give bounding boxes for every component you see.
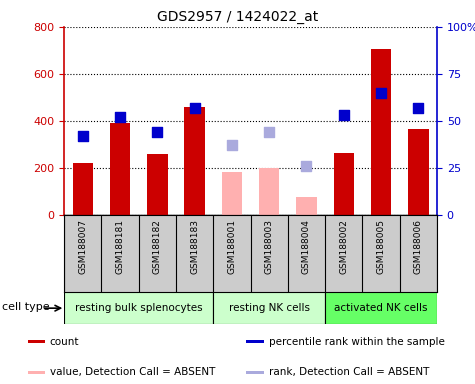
Bar	[325, 292, 437, 324]
Text: activated NK cells: activated NK cells	[334, 303, 428, 313]
Text: resting bulk splenocytes: resting bulk splenocytes	[75, 303, 202, 313]
Point	[153, 129, 161, 135]
Text: GSM188181: GSM188181	[115, 219, 124, 274]
Text: percentile rank within the sample: percentile rank within the sample	[268, 337, 445, 347]
Text: GSM188003: GSM188003	[265, 219, 274, 274]
Bar	[28, 371, 45, 374]
Bar	[371, 49, 391, 215]
Bar	[247, 340, 264, 343]
Text: cell type: cell type	[2, 301, 50, 311]
Text: rank, Detection Call = ABSENT: rank, Detection Call = ABSENT	[268, 367, 429, 377]
Point	[191, 105, 199, 111]
Point	[228, 142, 236, 149]
Bar	[110, 123, 130, 215]
Point	[116, 114, 124, 120]
Bar	[147, 154, 168, 215]
Text: GSM188002: GSM188002	[339, 219, 348, 274]
Text: value, Detection Call = ABSENT: value, Detection Call = ABSENT	[50, 367, 215, 377]
Text: GSM188005: GSM188005	[377, 219, 386, 274]
Point	[79, 133, 86, 139]
Bar	[184, 107, 205, 215]
Point	[266, 129, 273, 135]
Point	[340, 112, 348, 118]
Point	[415, 105, 422, 111]
Bar	[28, 340, 45, 343]
Bar	[213, 292, 325, 324]
Bar	[296, 197, 317, 215]
Bar	[73, 163, 93, 215]
Text: GSM188001: GSM188001	[228, 219, 237, 274]
Text: GSM188007: GSM188007	[78, 219, 87, 274]
Bar	[222, 172, 242, 215]
Bar	[333, 153, 354, 215]
Text: GSM188004: GSM188004	[302, 219, 311, 274]
Point	[377, 90, 385, 96]
Text: resting NK cells: resting NK cells	[228, 303, 310, 313]
Text: count: count	[50, 337, 79, 347]
Bar	[259, 168, 279, 215]
Bar	[64, 292, 213, 324]
Text: GDS2957 / 1424022_at: GDS2957 / 1424022_at	[157, 10, 318, 23]
Text: GSM188183: GSM188183	[190, 219, 199, 274]
Text: GSM188006: GSM188006	[414, 219, 423, 274]
Bar	[247, 371, 264, 374]
Bar	[408, 129, 428, 215]
Text: GSM188182: GSM188182	[153, 219, 162, 274]
Point	[303, 163, 310, 169]
